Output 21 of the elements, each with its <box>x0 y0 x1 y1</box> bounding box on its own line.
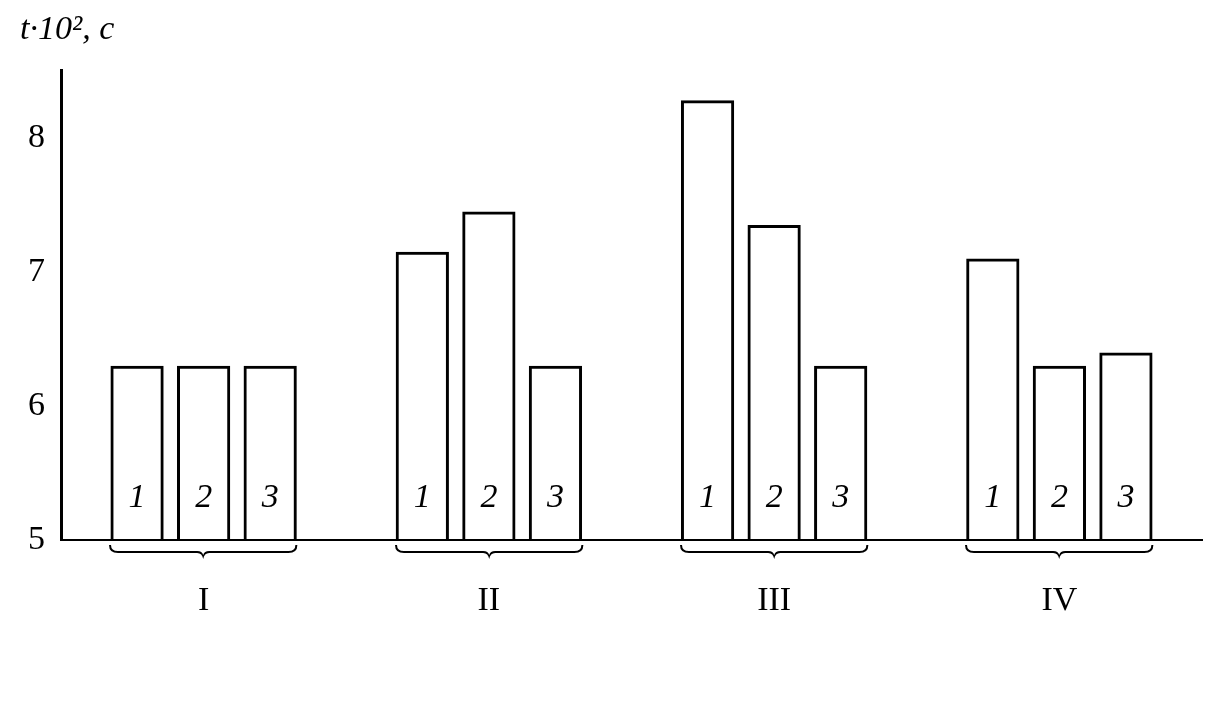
text: 2 <box>765 477 783 515</box>
text: 3 <box>546 477 564 515</box>
text: 2 <box>480 477 498 515</box>
series-label: 1 <box>128 477 146 515</box>
series-label: 3 <box>260 477 279 515</box>
x-tick-label: III <box>757 579 792 617</box>
text: 3 <box>1117 477 1135 515</box>
text: 2 <box>195 477 213 515</box>
y-tick-label: 5 <box>28 519 45 557</box>
x-tick-label: II <box>477 579 501 617</box>
y-axis-title: t·10², с <box>20 9 115 47</box>
y-tick-label: 8 <box>28 116 45 154</box>
y-tick-label: 7 <box>28 250 45 288</box>
y-tick-label: 6 <box>28 385 45 423</box>
text: 1 <box>699 477 717 515</box>
text: 1 <box>984 477 1002 515</box>
x-tick-label: IV <box>1041 579 1078 617</box>
x-tick-label: I <box>197 579 210 617</box>
text: 1 <box>413 477 431 515</box>
text: 3 <box>832 477 850 515</box>
series-label: 2 <box>1050 477 1068 515</box>
